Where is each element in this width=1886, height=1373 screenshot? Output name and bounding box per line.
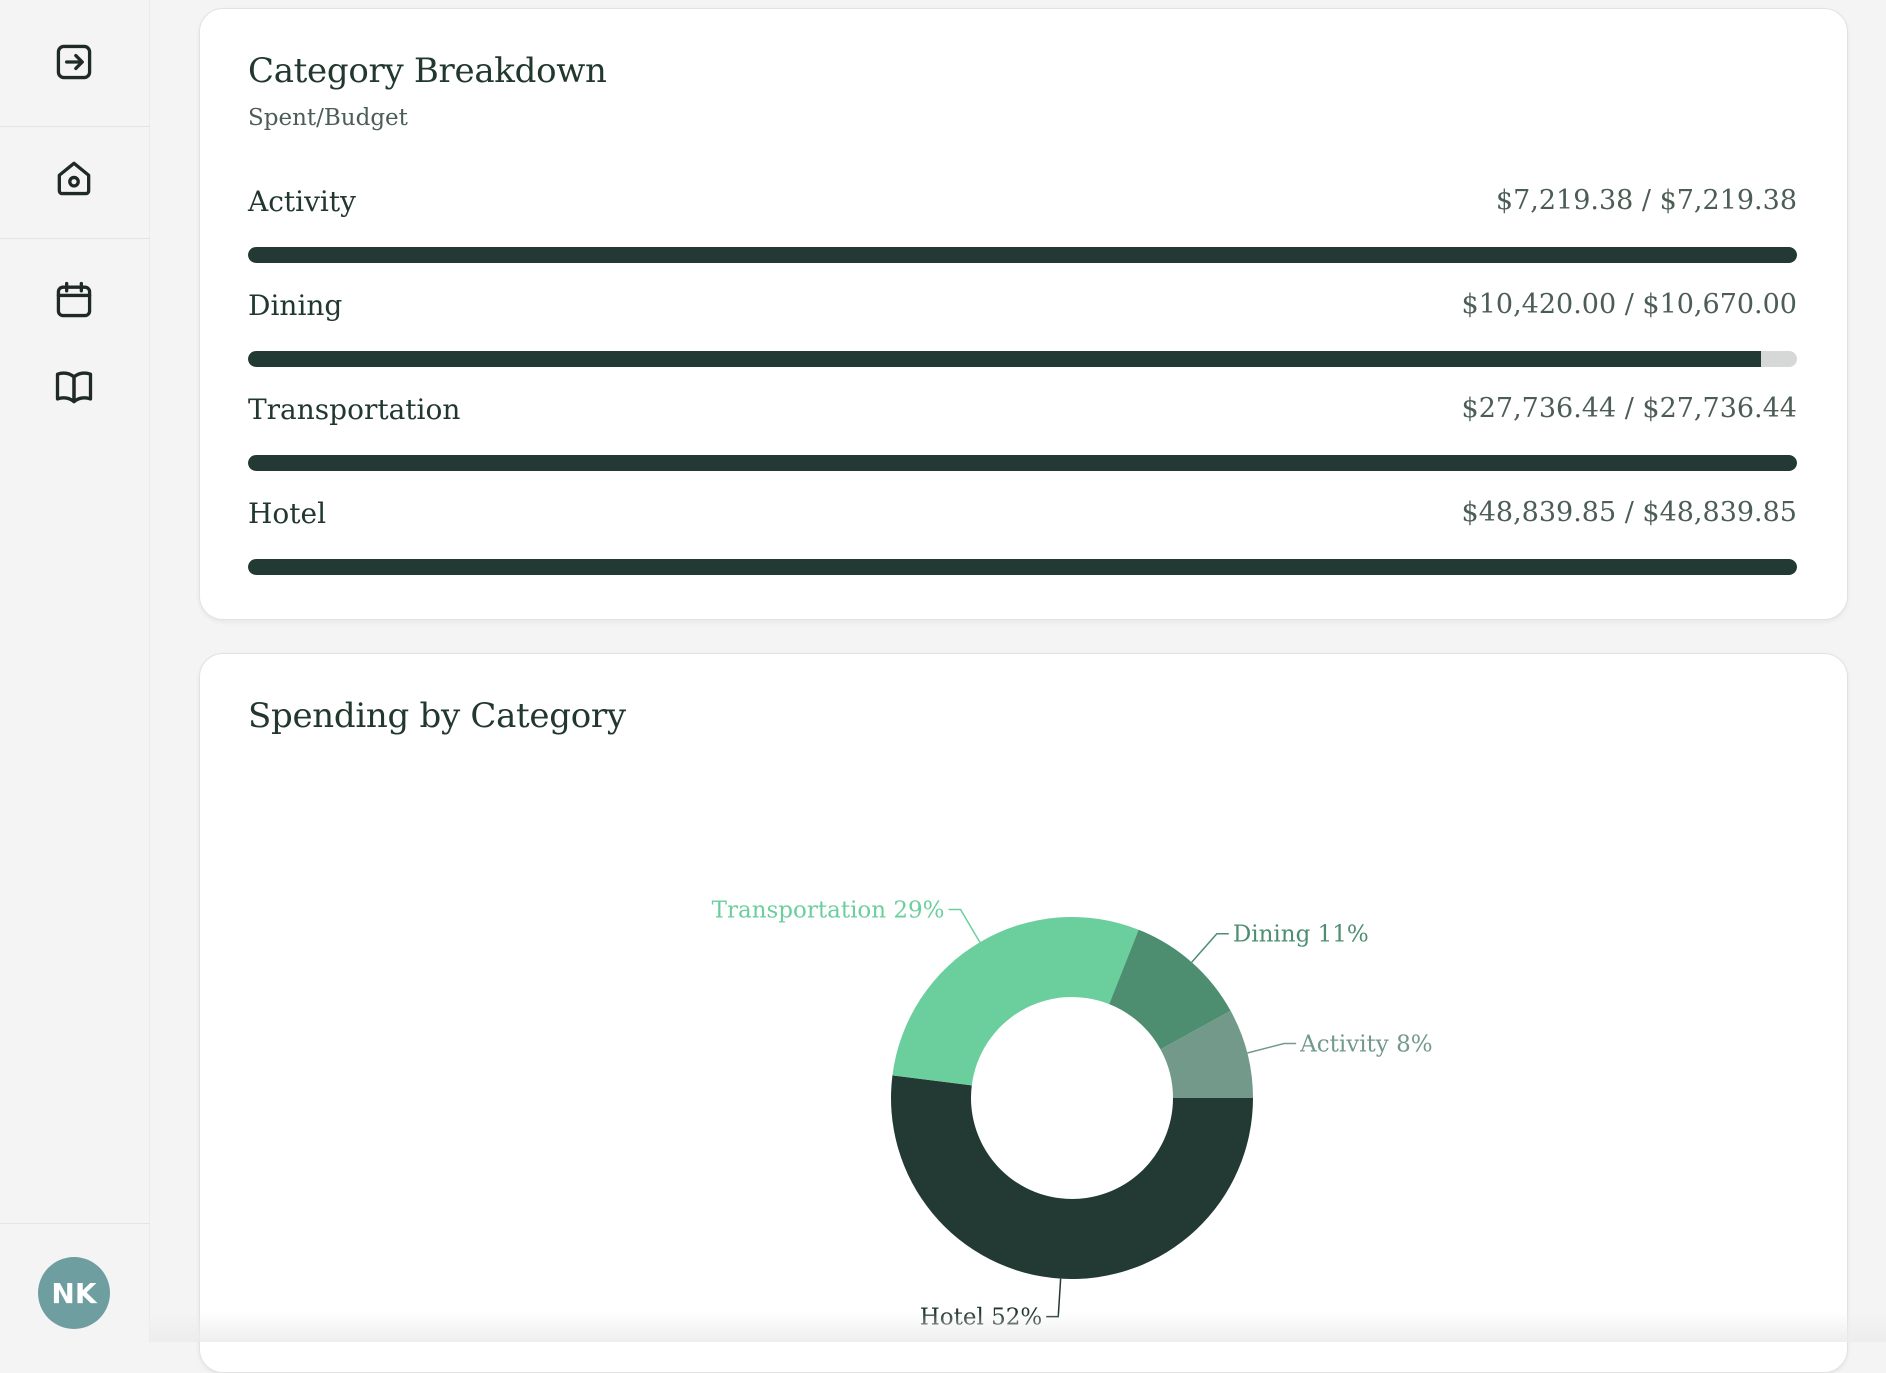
category-amount: $10,420.00 / $10,670.00 (1462, 289, 1797, 320)
label-leader-line (949, 909, 980, 942)
card-title: Category Breakdown (248, 51, 607, 91)
progress-bar-fill (248, 559, 1797, 575)
category-breakdown-card: Category Breakdown Spent/Budget Activity… (199, 8, 1848, 620)
progress-bar-fill (248, 247, 1797, 263)
label-leader-line (1046, 1279, 1060, 1317)
card-subtitle: Spent/Budget (248, 105, 408, 131)
sidebar-divider (0, 238, 150, 239)
main-content: Category Breakdown Spent/Budget Activity… (150, 0, 1886, 1342)
donut-slice-transportation[interactable] (892, 917, 1138, 1085)
category-amount: $48,839.85 / $48,839.85 (1462, 497, 1797, 528)
sidebar: NK (0, 0, 150, 1342)
category-label: Hotel (248, 497, 326, 530)
label-leader-line (1247, 1044, 1296, 1053)
donut-chart: Hotel 52% Transportation 29% Dining 11% Act… (200, 654, 1849, 1354)
calendar-icon[interactable] (50, 276, 98, 324)
progress-bar-track (248, 559, 1797, 575)
category-label: Dining (248, 289, 342, 322)
sidebar-divider (0, 126, 150, 127)
home-icon[interactable] (50, 154, 98, 202)
avatar[interactable]: NK (38, 1257, 110, 1329)
progress-bar-track (248, 351, 1797, 367)
label-leader-line (1192, 934, 1229, 963)
category-label: Activity (248, 185, 356, 218)
sidebar-divider (0, 1223, 150, 1224)
category-row-activity: Activity $7,219.38 / $7,219.38 (248, 185, 1797, 275)
exit-icon[interactable] (50, 38, 98, 86)
slice-label-hotel: Hotel 52% (920, 1305, 1043, 1331)
category-amount: $7,219.38 / $7,219.38 (1496, 185, 1797, 216)
category-amount: $27,736.44 / $27,736.44 (1462, 393, 1797, 424)
slice-label-transportation: Transportation 29% (712, 897, 945, 923)
progress-bar-track (248, 247, 1797, 263)
slice-label-dining: Dining 11% (1233, 922, 1369, 948)
category-row-hotel: Hotel $48,839.85 / $48,839.85 (248, 497, 1797, 587)
spending-by-category-card: Spending by Category Hotel 52%Transporta… (199, 653, 1848, 1373)
progress-bar-fill (248, 351, 1761, 367)
category-label: Transportation (248, 393, 460, 426)
category-row-transportation: Transportation $27,736.44 / $27,736.44 (248, 393, 1797, 483)
book-icon[interactable] (50, 363, 98, 411)
donut-slice-hotel[interactable] (891, 1075, 1253, 1279)
category-row-dining: Dining $10,420.00 / $10,670.00 (248, 289, 1797, 379)
progress-bar-track (248, 455, 1797, 471)
progress-bar-fill (248, 455, 1797, 471)
slice-label-activity: Activity 8% (1299, 1032, 1432, 1058)
